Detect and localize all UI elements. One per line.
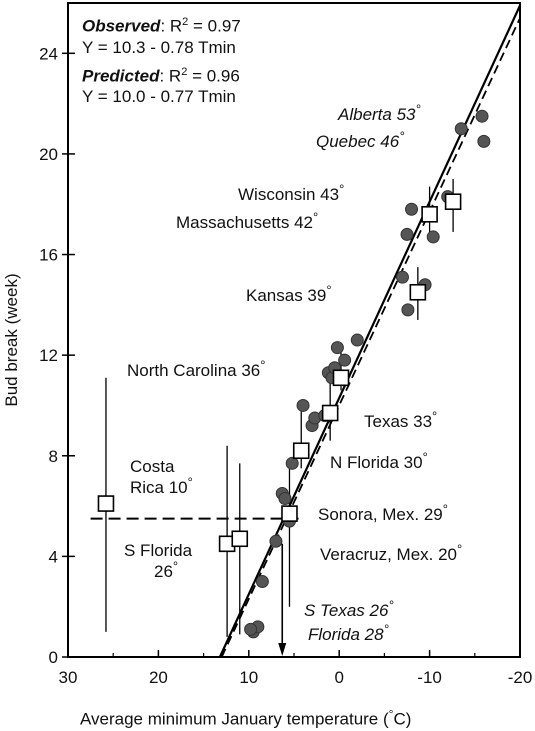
predicted-equation: Y = 10.0 - 0.77 Tmin [82, 87, 236, 107]
y-tick-label: 16 [39, 246, 58, 265]
temperature-arrow [278, 543, 287, 656]
label-costa-rica: Costa Rica 10° [130, 457, 193, 497]
x-tick-label: -20 [508, 668, 533, 687]
predicted-point [97, 495, 115, 512]
predicted-r2: Predicted: R2 = 0.96 [82, 62, 241, 87]
predicted-label: Predicted [82, 66, 160, 86]
observed-r2-prefix: : R [160, 16, 183, 36]
label-n-florida: N Florida 30° [330, 449, 428, 472]
y-tick-label: 20 [39, 145, 58, 164]
axis-ticks: 0 4 8 12 16 20 24 30 20 10 0 -10 -20 [39, 44, 532, 687]
predicted-point [409, 283, 427, 301]
y-tick-label: 8 [49, 447, 58, 466]
observed-point [338, 353, 352, 367]
observed-r2-sup: 2 [182, 16, 189, 28]
y-tick-label: 24 [39, 44, 58, 63]
degree-sup: ° [388, 707, 394, 721]
predicted-point [281, 505, 298, 522]
observed-point [426, 230, 440, 244]
y-tick-label: 12 [39, 346, 58, 365]
label-texas: Texas 33° [364, 408, 438, 431]
label-kansas: Kansas 39° [246, 282, 332, 305]
label-sonora: Sonora, Mex. 29° [318, 501, 448, 524]
predicted-point [292, 442, 310, 460]
regression-stats: Observed: R2 = 0.97 Y = 10.3 - 0.78 Tmin… [82, 12, 241, 107]
y-axis-label: Bud break (week) [2, 273, 21, 407]
observed-point [330, 341, 344, 355]
observed-point [296, 398, 310, 412]
observed-label: Observed [82, 16, 161, 36]
y-tick-label: 0 [49, 648, 58, 667]
label-quebec: Quebec 46° [316, 128, 405, 151]
observed-equation: Y = 10.3 - 0.78 Tmin [82, 37, 236, 57]
predicted-point [444, 193, 462, 211]
observed-point [454, 122, 468, 136]
predicted-point [332, 369, 350, 387]
label-alberta: Alberta 53° [338, 101, 421, 124]
observed-point [350, 333, 364, 347]
label-massachusetts: Massachusetts 42° [176, 209, 319, 232]
observed-point [255, 575, 269, 589]
predicted-points [97, 193, 462, 553]
observed-point [401, 303, 415, 317]
x-tick-label: -10 [417, 668, 442, 687]
observed-point [269, 534, 283, 548]
x-axis-label: Average minimum January temperature (°C) [80, 707, 412, 729]
observed-point [278, 492, 292, 506]
predicted-point [231, 530, 249, 548]
label-s-texas: S Texas 26° [304, 597, 394, 620]
label-wisconsin: Wisconsin 43° [238, 181, 345, 204]
x-tick-label: 30 [59, 668, 78, 687]
observed-point [285, 456, 299, 470]
predicted-r2-sup: 2 [181, 65, 188, 78]
y-tick-label: 4 [49, 547, 58, 566]
label-north-carolina: North Carolina 36° [127, 357, 266, 380]
x-tick-label: 0 [334, 668, 343, 687]
fit-lines [90, 5, 520, 657]
arrow-head [278, 643, 287, 656]
observed-point [244, 622, 258, 636]
label-florida: Florida 28° [308, 621, 389, 644]
observed-regression-line [218, 5, 520, 657]
observed-point [400, 227, 414, 241]
observed-point [405, 202, 419, 216]
observed-point [395, 270, 409, 284]
predicted-regression-line [220, 17, 520, 657]
x-tick-label: 20 [149, 668, 168, 687]
label-veracruz: Veracruz, Mex. 20° [320, 541, 463, 564]
observed-point [477, 134, 491, 148]
x-tick-label: 10 [239, 668, 258, 687]
observed-r2-value: = 0.97 [188, 16, 241, 36]
observed-point [475, 109, 489, 123]
predicted-point [421, 205, 438, 223]
predicted-r2-value: = 0.96 [187, 66, 240, 86]
observed-r2: Observed: R2 = 0.97 [82, 12, 241, 37]
predicted-point [321, 404, 339, 422]
predicted-r2-prefix: : R [159, 66, 182, 86]
label-s-florida: S Florida 26° [124, 541, 193, 581]
